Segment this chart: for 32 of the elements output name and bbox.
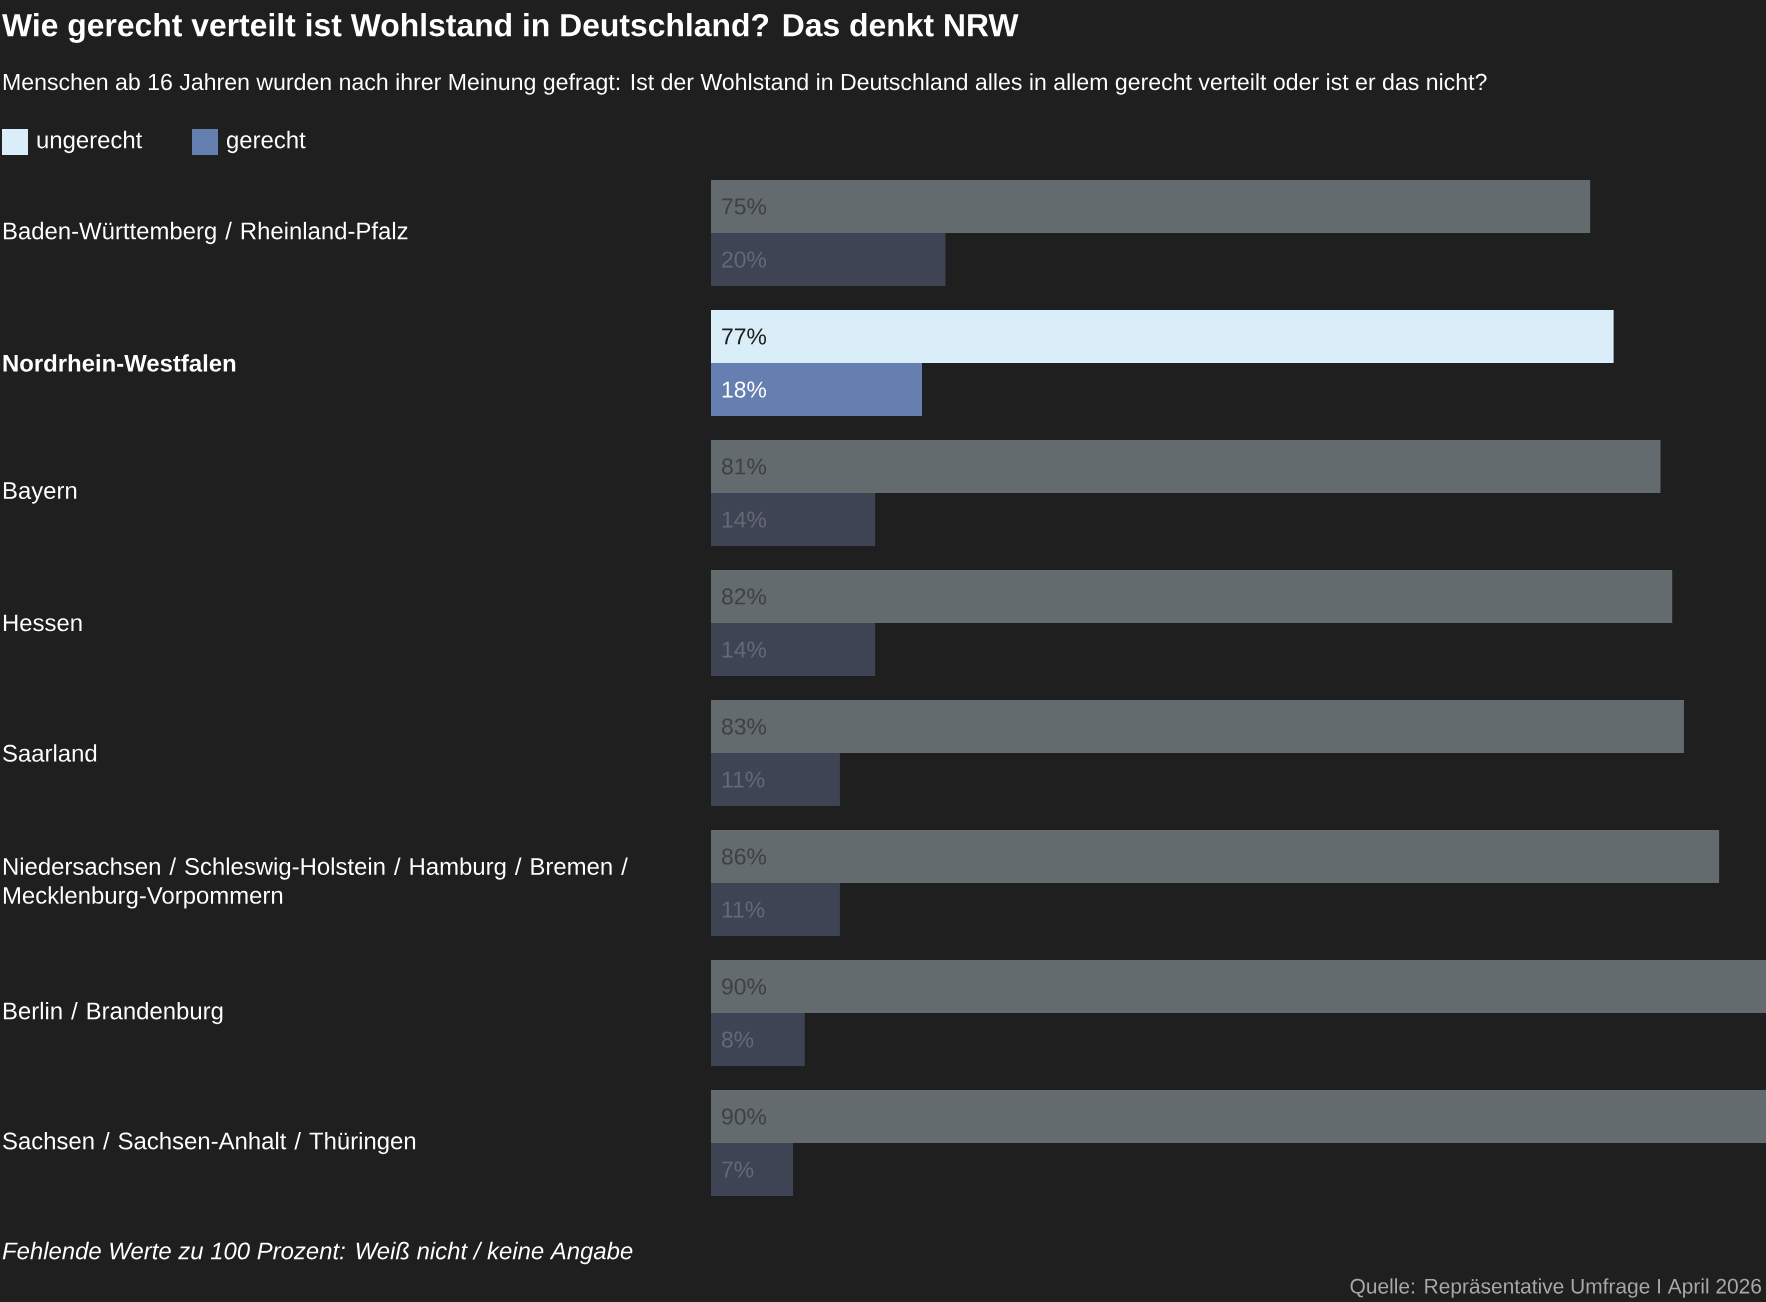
source-note: Quelle: Repräsentative Umfrage I April 2026 — [1350, 1278, 1762, 1298]
y-tick-label: Saarland — [3, 744, 97, 762]
y-tick-label: Sachsen / Sachsen-Anhalt / Thüringen — [3, 1131, 416, 1155]
bar — [711, 439, 1661, 494]
text: Fehlende Werte zu 100 Prozent: Weiß nicht / keine Angabe — [2, 1241, 633, 1265]
bar — [711, 829, 1720, 884]
bar — [711, 1143, 794, 1197]
bar — [711, 699, 1684, 754]
bar — [711, 309, 1614, 363]
bar — [711, 959, 1766, 1014]
bar — [711, 233, 946, 287]
bar — [711, 753, 840, 807]
bar — [711, 363, 922, 417]
y-tick-label: Niedersachsen / Schleswig-Holstein / Hamburg / Bremen / Mecklenburg-Vorpommern — [3, 857, 628, 909]
legend-label: gerecht — [227, 130, 306, 154]
chart-title: Wie gerecht verteilt ist Wohlstand in Deutschland? Das denkt NRW — [2, 13, 1019, 43]
data-label: 77% — [722, 328, 767, 345]
bar — [711, 883, 840, 937]
data-label: 18% — [722, 381, 767, 398]
bar — [711, 1013, 805, 1067]
y-tick-label: Berlin / Brandenburg — [3, 1001, 223, 1025]
bar — [711, 623, 876, 677]
bar — [711, 179, 1591, 233]
y-tick-label: Nordrhein-Westfalen — [3, 354, 236, 372]
bar — [711, 493, 876, 547]
y-tick-label: Baden-Württemberg / Rheinland-Pfalz — [3, 221, 408, 245]
bar — [711, 1089, 1766, 1144]
y-tick-label: Bayern — [3, 482, 77, 504]
bar — [711, 569, 1673, 624]
chart-subtitle: Menschen ab 16 Jahren wurden nach ihrer Meinung gefragt: Ist der Wohlstand in Deutschland alles in allem gerecht verteilt oder ist er das nicht? — [3, 73, 1487, 95]
y-tick-label: Hessen — [3, 614, 82, 632]
legend-label: ungerecht — [37, 130, 143, 154]
